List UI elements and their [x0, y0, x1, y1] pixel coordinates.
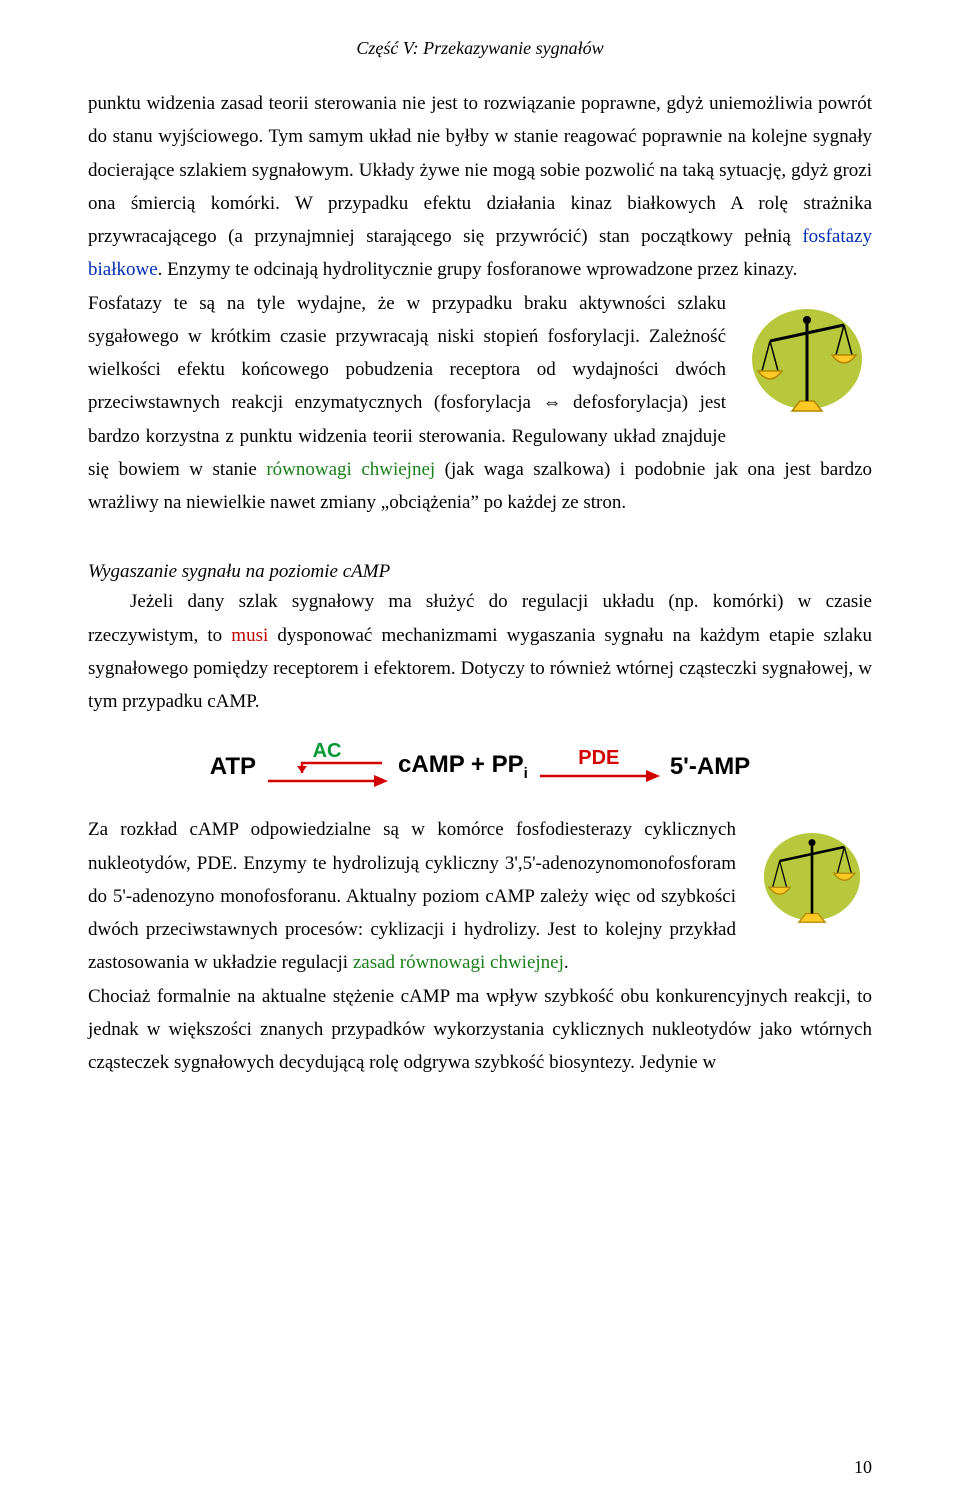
- diagram-pp-sub: i: [524, 765, 528, 782]
- para4-text-b: .: [564, 952, 569, 973]
- reaction-diagram: ATP AC cAMP + PPi PDE: [88, 740, 872, 793]
- para4-text-a: Za rozkład cAMP odpowiedzialne są w komó…: [88, 819, 736, 973]
- diagram-5amp: 5'-AMP: [670, 753, 750, 781]
- paragraph-3: Jeżeli dany szlak sygnałowy ma służyć do…: [88, 585, 872, 718]
- page-number: 10: [854, 1457, 872, 1478]
- paragraph-1: punktu widzenia zasad teorii sterowania …: [88, 87, 872, 287]
- section-title: Wygaszanie sygnału na poziomie cAMP: [88, 561, 872, 583]
- para1-text-a: punktu widzenia zasad teorii sterowania …: [88, 93, 872, 247]
- running-header: Część V: Przekazywanie sygnałów: [88, 38, 872, 59]
- diagram-camp-pp-text: cAMP + PP: [398, 751, 524, 778]
- balance-scale-icon-2: [752, 819, 872, 931]
- diagram-atp: ATP: [210, 753, 256, 781]
- para2-green-phrase: równowagi chwiejnej: [266, 459, 435, 480]
- para1-text-b: . Enzymy te odcinają hydrolitycznie grup…: [158, 259, 798, 280]
- diagram-camp-pp: cAMP + PPi: [398, 751, 528, 782]
- para3-red-word: musi: [231, 625, 268, 646]
- para2-text-a: Fosfatazy te są na tyle wydajne, że w pr…: [88, 293, 726, 480]
- balance-scale-icon: [742, 293, 872, 421]
- paragraph-5: Chociaż formalnie na aktualne stężenie c…: [88, 980, 872, 1080]
- diagram-arrow-pde: PDE: [534, 747, 664, 786]
- para4-green-phrase: zasad równowagi chwiejnej: [353, 952, 564, 973]
- diagram-arrow-ac: AC: [262, 740, 392, 793]
